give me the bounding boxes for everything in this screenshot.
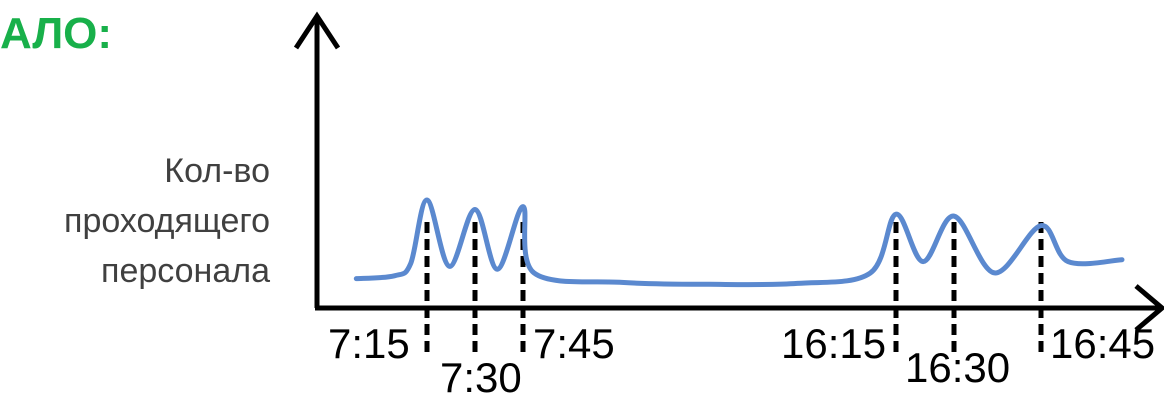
x-tick-label: 7:30 [440,354,522,395]
y-axis-arrowhead [293,11,341,50]
y-axis-label-line: персонала [101,252,270,290]
series-line [353,197,1125,288]
x-tick-label: 16:45 [1050,320,1155,367]
x-tick-label: 7:15 [328,320,410,367]
heading: АЛО: [0,9,113,58]
x-tick-labels: 7:15 7:30 7:45 16:15 16:30 16:45 [328,320,1155,395]
axes [293,11,1164,332]
y-axis-label-line: проходящего [64,202,270,240]
x-axis-arrowhead [1134,284,1164,332]
y-axis-label: Кол-во проходящего персонала [64,146,270,296]
tick-markers [424,222,1044,358]
x-tick-label: 7:45 [533,320,615,367]
x-tick-label: 16:15 [781,320,886,367]
x-tick-label: 16:30 [905,344,1010,391]
y-axis-label-line: Кол-во [164,152,270,190]
